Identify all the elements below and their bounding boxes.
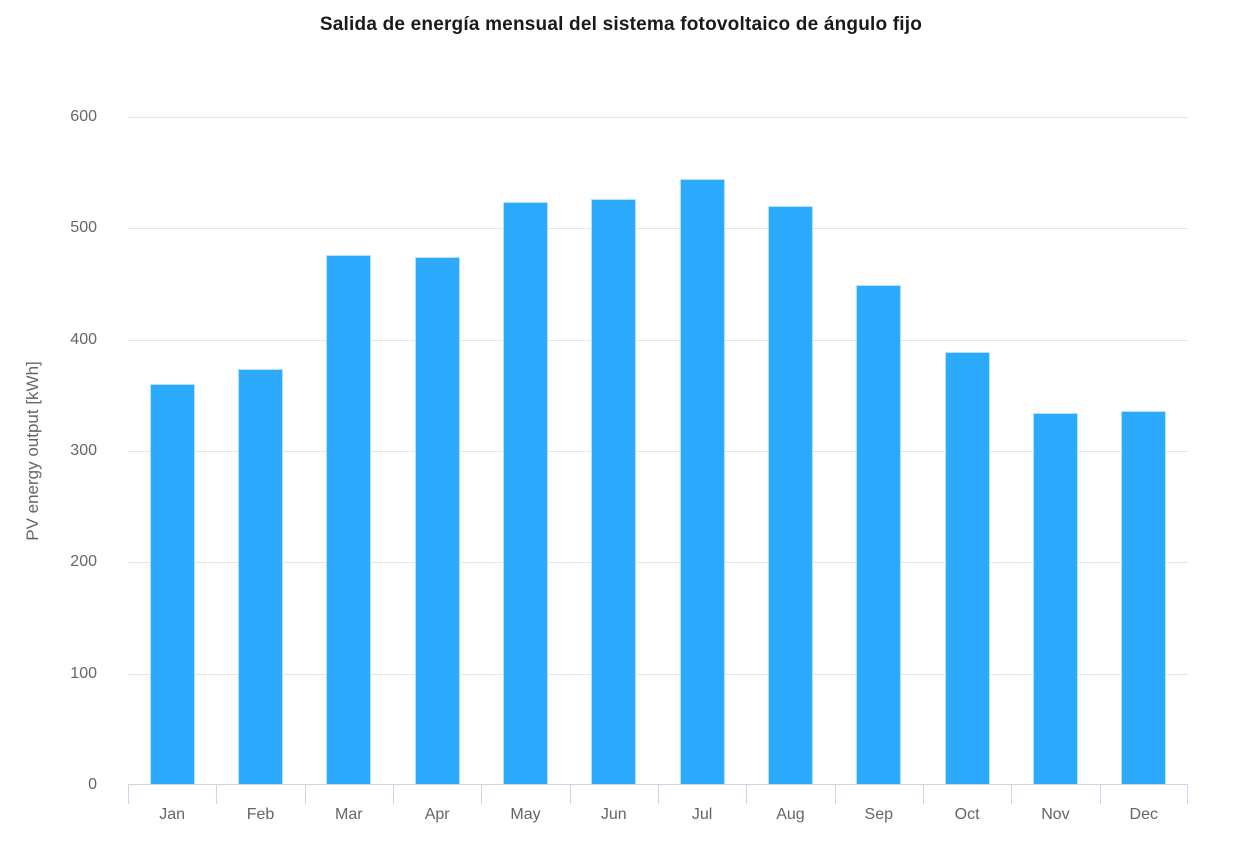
- y-axis-tick-label-0: 0: [88, 776, 97, 793]
- x-axis-tick: [746, 785, 748, 804]
- x-axis-label-aug: Aug: [776, 806, 805, 823]
- chart-title: Salida de energía mensual del sistema fo…: [319, 14, 923, 35]
- x-axis-tick: [569, 785, 571, 804]
- x-axis-labels: Jan Feb Mar Apr May Jun Jul Aug Sep Oct Nov Dec: [128, 806, 1188, 824]
- bar-slot-sep: [835, 117, 923, 785]
- x-axis-label-jan: Jan: [159, 806, 186, 823]
- x-axis-tick: [1099, 785, 1101, 804]
- x-axis-label-jun: Jun: [600, 806, 627, 823]
- x-axis-label-apr: Apr: [424, 806, 450, 823]
- y-axis-tick-label-500: 500: [70, 219, 97, 237]
- x-axis-tick: [393, 785, 394, 804]
- x-axis-line: [128, 784, 1188, 785]
- bar-slot-dec: [1100, 117, 1188, 785]
- bar-sep[interactable]: [856, 285, 902, 785]
- x-axis-tick: [1187, 785, 1188, 804]
- plot-area: Jan Feb Mar Apr May Jun Jul Aug Sep Oct Nov Dec: [128, 117, 1188, 823]
- x-axis-tick: [128, 785, 129, 804]
- x-axis-tick: [481, 785, 483, 804]
- y-axis-tick-label-100: 100: [70, 664, 97, 682]
- y-axis-tick-label-600: 600: [70, 108, 97, 125]
- gridline-100: [128, 673, 1188, 675]
- y-axis-tick-label-200: 200: [70, 553, 97, 571]
- bar-slot-may: [481, 117, 569, 785]
- bar-slot-aug: [746, 117, 834, 785]
- bar-may[interactable]: [502, 201, 548, 785]
- x-axis-label-dec: Dec: [1129, 806, 1158, 823]
- bar-jan[interactable]: [149, 384, 195, 785]
- gridline-400: [128, 339, 1188, 341]
- gridline-500: [128, 228, 1188, 230]
- bar-feb[interactable]: [237, 368, 283, 785]
- x-axis-tick: [216, 785, 218, 804]
- x-axis-tick: [304, 785, 306, 804]
- x-axis-label-oct: Oct: [954, 806, 980, 823]
- x-axis-tick: [834, 785, 836, 804]
- bar-slot-nov: [1011, 117, 1099, 785]
- bar-oct[interactable]: [944, 351, 990, 785]
- x-axis-tick: [658, 785, 659, 804]
- bar-slot-jun: [570, 117, 658, 785]
- gridline-600: [128, 117, 1188, 118]
- x-axis-label-sep: Sep: [864, 806, 894, 823]
- bar-jun[interactable]: [591, 199, 637, 785]
- x-axis-label-may: May: [510, 806, 541, 823]
- bar-nov[interactable]: [1032, 413, 1078, 785]
- y-axis-tick-label-300: 300: [70, 442, 97, 459]
- gridline-300: [128, 451, 1188, 452]
- bar-slot-oct: [923, 117, 1011, 785]
- x-axis-tick: [1011, 785, 1013, 804]
- bars-layer: [128, 117, 1188, 785]
- bar-jul[interactable]: [679, 179, 725, 785]
- y-axis-tick-label-400: 400: [70, 330, 97, 348]
- gridline-200: [128, 562, 1188, 564]
- x-axis-label-feb: Feb: [246, 806, 275, 823]
- bar-slot-jul: [658, 117, 746, 785]
- x-axis-label-nov: Nov: [1041, 806, 1070, 823]
- bar-slot-apr: [393, 117, 481, 785]
- x-axis-label-jul: Jul: [691, 806, 713, 823]
- bar-slot-mar: [305, 117, 393, 785]
- x-axis-label-mar: Mar: [335, 806, 363, 823]
- bar-apr[interactable]: [414, 257, 460, 785]
- bar-slot-feb: [216, 117, 304, 785]
- bar-mar[interactable]: [326, 255, 372, 785]
- bar-dec[interactable]: [1121, 410, 1167, 785]
- bar-aug[interactable]: [767, 206, 813, 785]
- x-axis-tick: [923, 785, 924, 804]
- bar-slot-jan: [128, 117, 216, 785]
